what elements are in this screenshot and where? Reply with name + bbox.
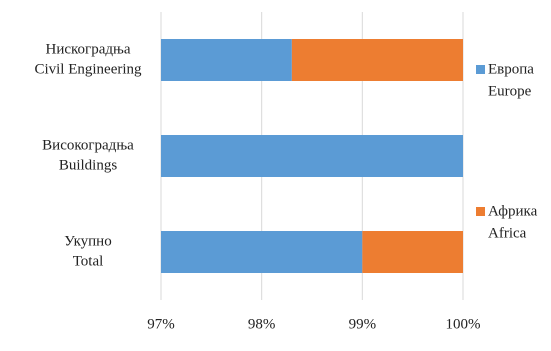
- x-tick-label: 99%: [349, 316, 377, 332]
- legend-swatch: [476, 207, 485, 216]
- legend-label: Africa: [488, 225, 527, 241]
- bar-segment: [161, 39, 292, 81]
- y-tick-label: Buildings: [59, 157, 118, 173]
- bar-segment: [291, 39, 463, 81]
- x-tick-label: 100%: [446, 316, 481, 332]
- legend-swatch: [476, 65, 485, 74]
- bar-segment: [161, 231, 363, 273]
- bar-segment: [362, 231, 463, 273]
- y-tick-label: Нискоградња: [46, 41, 131, 57]
- bar-segment: [161, 135, 463, 177]
- y-tick-label: Укупно: [64, 233, 111, 249]
- legend-label: Европа: [488, 61, 534, 77]
- y-tick-label: Civil Engineering: [34, 61, 142, 77]
- x-tick-label: 97%: [147, 316, 175, 332]
- y-tick-label: Високоградња: [42, 137, 134, 153]
- x-tick-label: 98%: [248, 316, 276, 332]
- legend-label: Африка: [488, 203, 538, 219]
- y-tick-label: Total: [73, 253, 104, 269]
- legend-label: Europe: [488, 83, 532, 99]
